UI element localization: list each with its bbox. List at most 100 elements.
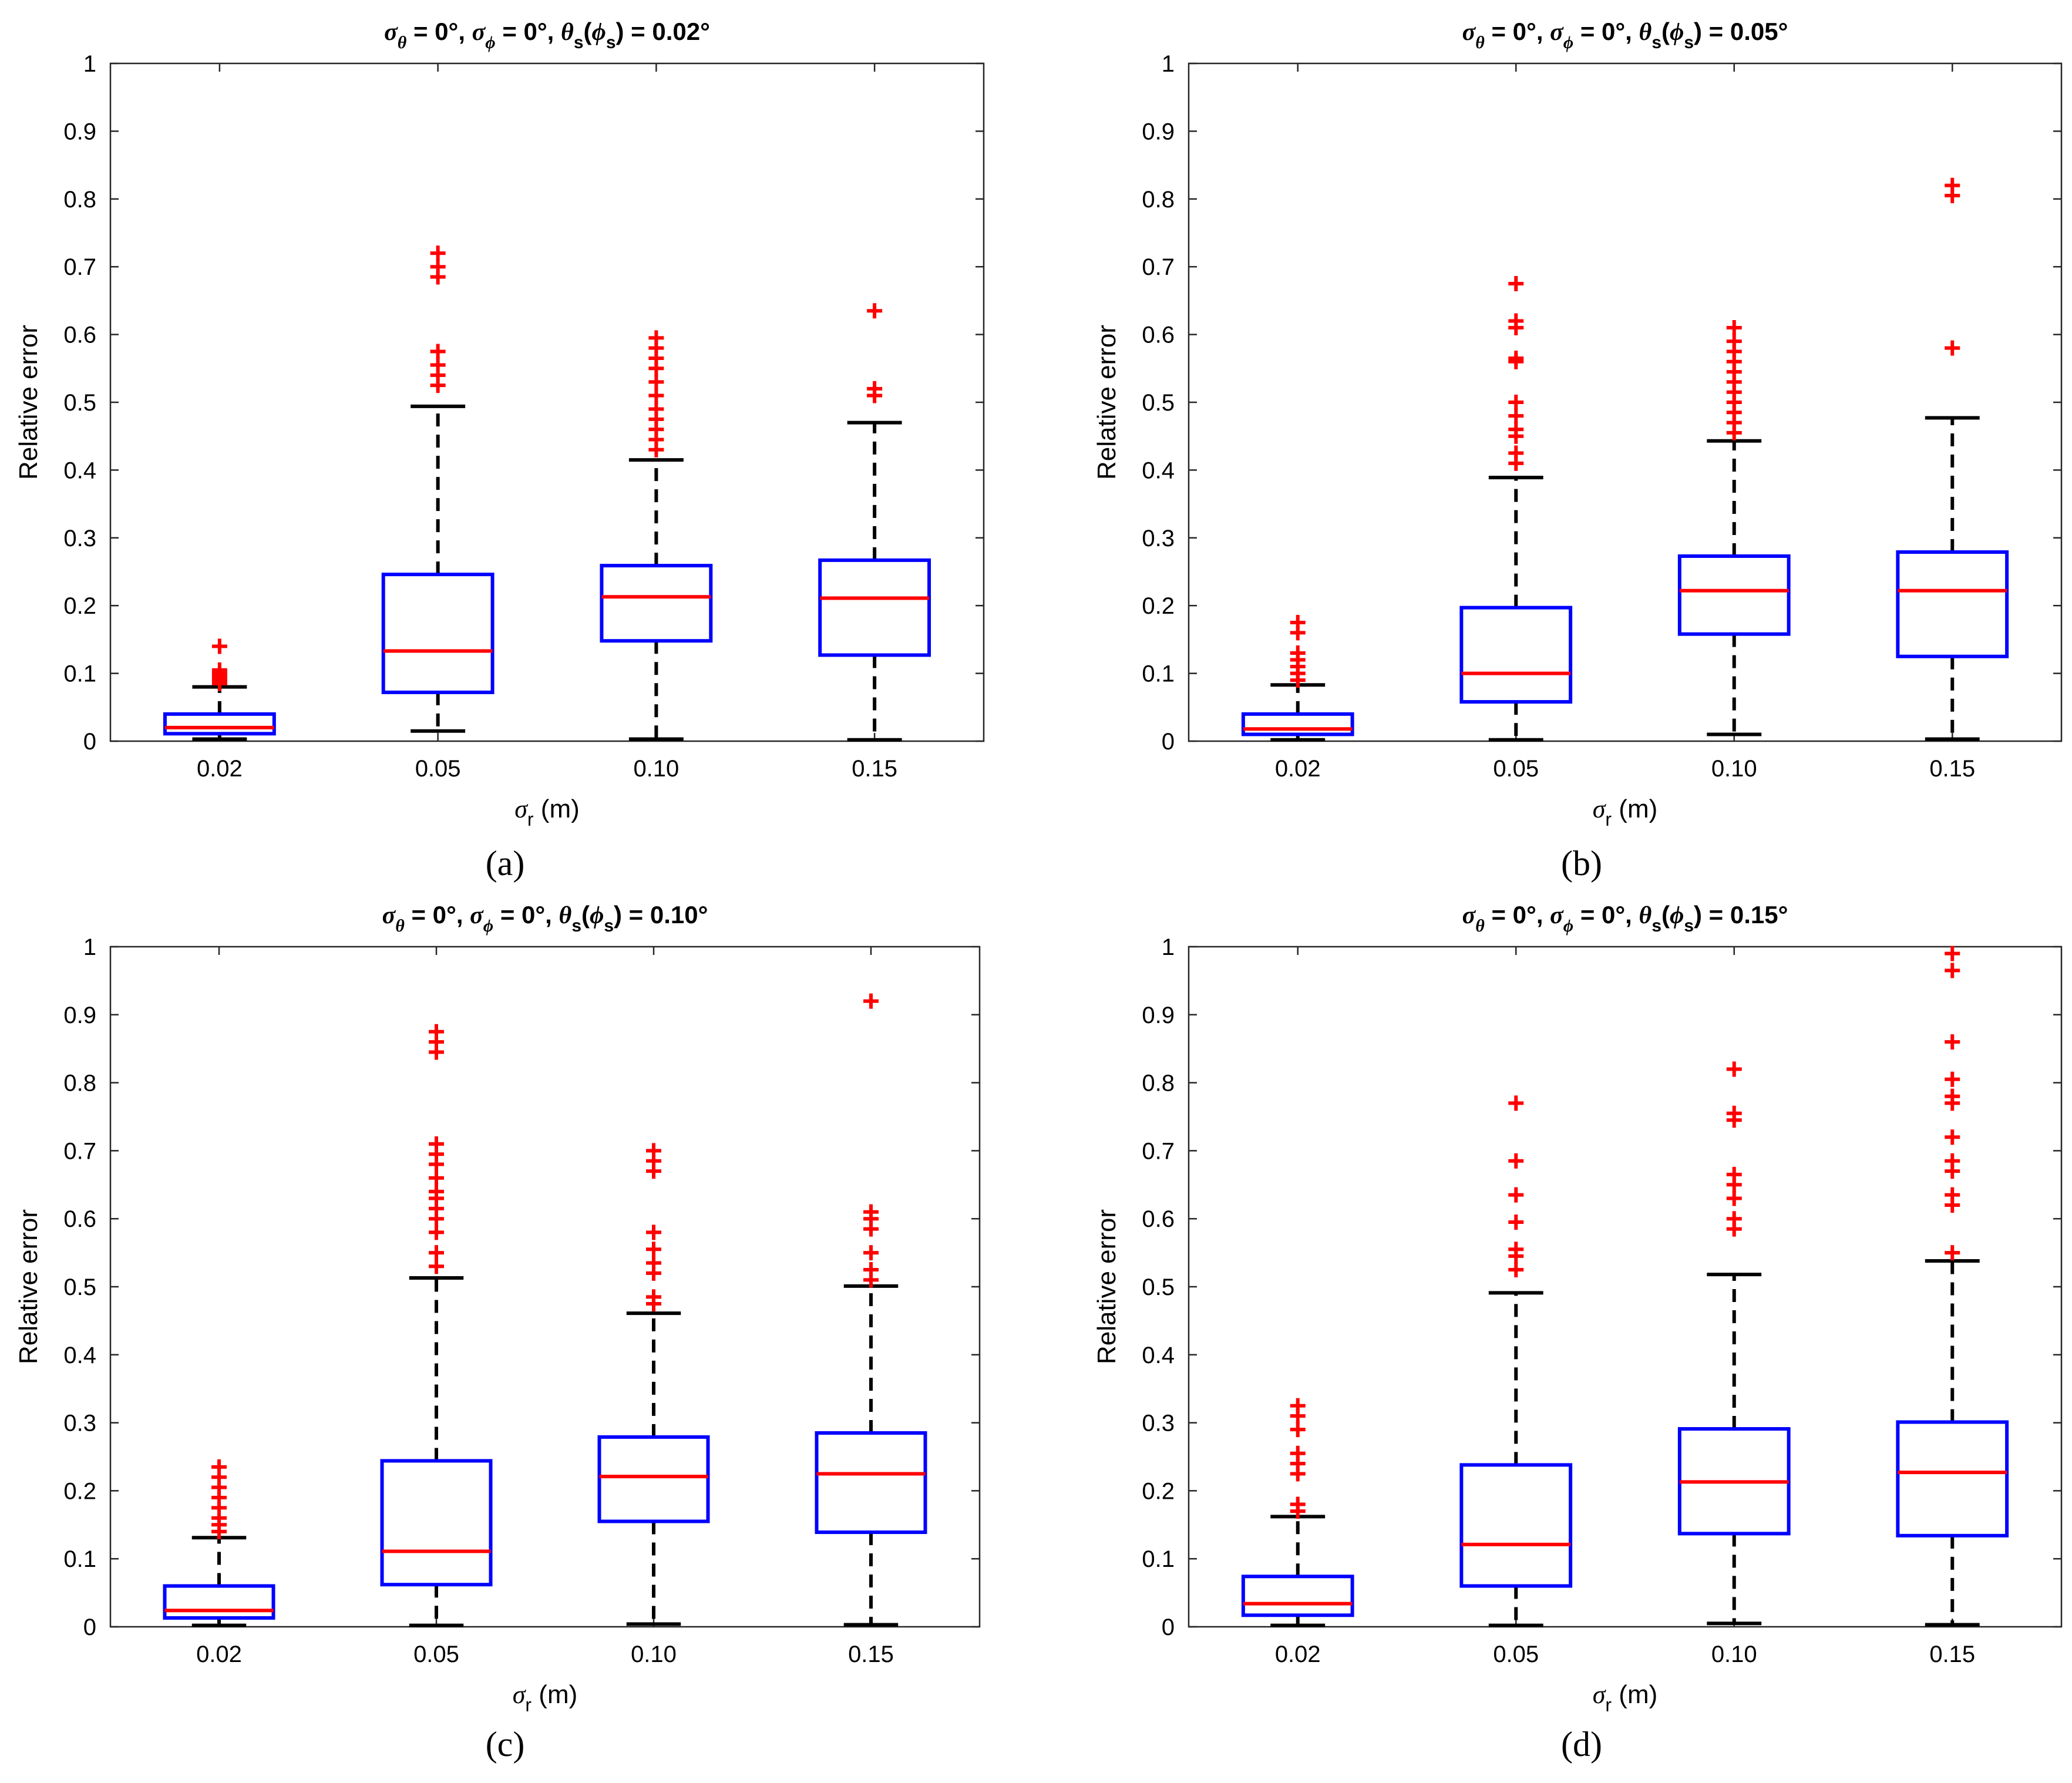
x-axis-label-unit: (m) bbox=[534, 795, 580, 823]
outlier-marker bbox=[1290, 1398, 1306, 1414]
title-sub: θ bbox=[395, 916, 405, 936]
y-tick-label: 0 bbox=[83, 1614, 96, 1640]
box-series-0.02 bbox=[1241, 1398, 1354, 1627]
outlier-marker bbox=[867, 381, 883, 396]
iqr-box bbox=[1459, 605, 1573, 704]
title-text: ) = bbox=[616, 18, 652, 45]
y-tick-label: 1 bbox=[83, 934, 96, 960]
x-tick-label: 0.10 bbox=[1711, 756, 1757, 782]
iqr-box bbox=[163, 712, 276, 736]
x-axis-label-unit: (m) bbox=[532, 1680, 577, 1709]
title-value: 0.05° bbox=[1730, 18, 1788, 45]
outlier-marker bbox=[1945, 1245, 1960, 1261]
outlier-marker bbox=[648, 388, 664, 403]
chart-panel-b: 0 0.1 0.2 0.3 0.4 0.5 0.6 0.7 0.8 0.9 1 0.02 0.05 0.1… bbox=[1092, 18, 2063, 830]
box-series-0.15 bbox=[1896, 946, 2009, 1627]
title-phi: ϕ bbox=[592, 19, 606, 46]
box-series-0.05 bbox=[380, 1024, 493, 1627]
outlier-marker bbox=[648, 330, 664, 346]
outlier-marker bbox=[1508, 350, 1524, 366]
title-text: = 0°, bbox=[1573, 18, 1639, 45]
panel-caption: (d) bbox=[1561, 1725, 1602, 1764]
y-tick-label: 0.3 bbox=[1142, 526, 1175, 551]
title-sub: ϕ bbox=[483, 916, 493, 936]
outlier-marker bbox=[646, 1255, 661, 1271]
outlier-marker bbox=[1945, 177, 1960, 193]
title-value: 0.15° bbox=[1730, 901, 1788, 928]
outlier-marker bbox=[1945, 1187, 1960, 1203]
chart-panel-c: 0 0.1 0.2 0.3 0.4 0.5 0.6 0.7 0.8 0.9 1 0.02 0.05 0.1… bbox=[14, 901, 981, 1715]
outlier-marker bbox=[429, 1224, 444, 1240]
title-phi: ϕ bbox=[1670, 19, 1684, 46]
title-sigma: σ bbox=[384, 19, 398, 46]
title-text: = 0°, bbox=[1485, 901, 1550, 928]
y-tick-label: 0.1 bbox=[63, 661, 96, 687]
outlier-marker bbox=[1508, 1214, 1524, 1230]
title-text: ( bbox=[1661, 18, 1670, 45]
x-tick-label: 0.15 bbox=[848, 1641, 894, 1667]
title-sub: s bbox=[606, 33, 616, 52]
x-axis-label-sub: r bbox=[1605, 1694, 1612, 1715]
title-sigma: σ bbox=[472, 19, 486, 46]
title-sub: s bbox=[1651, 33, 1661, 52]
panel-caption: (b) bbox=[1561, 844, 1602, 883]
outlier-marker bbox=[1945, 1129, 1960, 1145]
y-tick-label: 0.4 bbox=[1142, 457, 1175, 483]
x-axis-label-sub: r bbox=[525, 1694, 532, 1715]
outlier-marker bbox=[211, 638, 227, 654]
outlier-marker bbox=[863, 1262, 879, 1278]
y-tick-label: 0 bbox=[1162, 1614, 1175, 1640]
title-value: 0.10° bbox=[650, 901, 708, 928]
outlier-marker bbox=[429, 1024, 444, 1039]
chart-title: σθ = 0°, σϕ = 0°, θs(ϕs) = 0.05° bbox=[1462, 18, 1788, 52]
box-series-0.10 bbox=[600, 330, 713, 741]
x-axis-label-unit: (m) bbox=[1612, 1680, 1657, 1709]
y-tick-label: 0.4 bbox=[63, 1343, 96, 1368]
outlier-marker bbox=[1945, 1088, 1960, 1104]
y-tick-label: 0.9 bbox=[63, 1002, 96, 1028]
outlier-marker bbox=[1508, 313, 1524, 329]
x-axis-label-sub: r bbox=[1605, 809, 1612, 830]
title-theta: θ bbox=[1639, 19, 1652, 46]
outlier-marker bbox=[1726, 1190, 1742, 1206]
outlier-marker bbox=[646, 1289, 661, 1305]
y-tick-label: 0.7 bbox=[1142, 1138, 1175, 1164]
title-theta: θ bbox=[561, 19, 574, 46]
outlier-marker bbox=[1508, 445, 1524, 461]
box-series-0.05 bbox=[381, 245, 495, 733]
iqr-box bbox=[818, 558, 931, 657]
outlier-marker bbox=[646, 1143, 661, 1159]
title-sub: θ bbox=[1475, 33, 1485, 52]
iqr-box bbox=[163, 1584, 275, 1620]
y-tick-label: 0.5 bbox=[63, 390, 96, 416]
y-tick-label: 0.2 bbox=[63, 1478, 96, 1504]
outlier-marker bbox=[648, 374, 664, 390]
outlier-marker bbox=[863, 1245, 879, 1261]
title-theta: θ bbox=[1639, 902, 1652, 929]
x-axis-label: σr (m) bbox=[514, 795, 580, 830]
outlier-marker bbox=[430, 245, 446, 261]
panel-caption: (c) bbox=[486, 1725, 525, 1764]
outlier-marker bbox=[211, 662, 227, 678]
outlier-marker bbox=[1508, 1187, 1524, 1203]
x-tick-label: 0.05 bbox=[1493, 756, 1539, 782]
y-tick-label: 0.9 bbox=[1142, 1002, 1175, 1028]
iqr-box bbox=[1241, 1575, 1354, 1617]
x-axis-label-sigma: σ bbox=[1593, 795, 1607, 823]
title-sigma: σ bbox=[1462, 19, 1476, 46]
title-sub: s bbox=[604, 916, 614, 936]
box-series-0.05 bbox=[1459, 1095, 1573, 1627]
title-value: 0.02° bbox=[652, 18, 710, 45]
chart-title: σθ = 0°, σϕ = 0°, θs(ϕs) = 0.10° bbox=[382, 901, 708, 936]
y-axis-label: Relative error bbox=[14, 1209, 43, 1364]
x-axis-label-sigma: σ bbox=[513, 1680, 527, 1709]
iqr-box bbox=[1896, 1420, 2009, 1538]
outlier-marker bbox=[1945, 1071, 1960, 1087]
iqr-box bbox=[1241, 712, 1354, 736]
y-tick-label: 0.2 bbox=[1142, 1478, 1175, 1504]
box-series-0.02 bbox=[1241, 615, 1354, 742]
panel-caption: (a) bbox=[486, 844, 525, 883]
y-tick-label: 0.9 bbox=[63, 119, 96, 144]
chart-panel-d: 0 0.1 0.2 0.3 0.4 0.5 0.6 0.7 0.8 0.9 1 0.02 0.05 0.1… bbox=[1092, 901, 2063, 1715]
